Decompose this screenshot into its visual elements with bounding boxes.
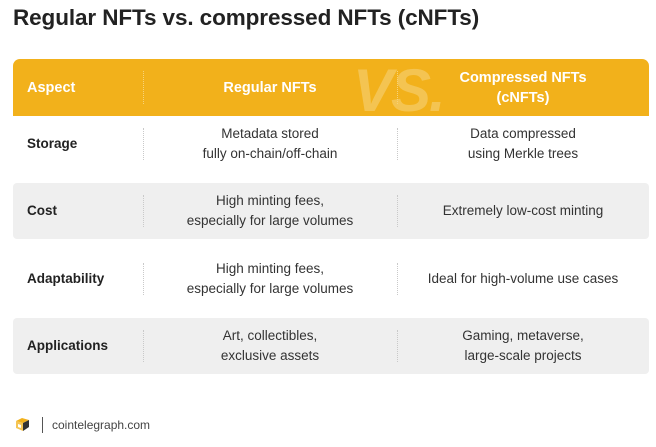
row-regular-value: Metadata stored fully on-chain/off-chain [202,126,338,161]
row-aspect: Storage [27,136,78,151]
column-divider [143,195,144,227]
row-regular-value: High minting fees, especially for large … [186,193,354,228]
header-compressed-nfts: Compressed NFTs (cNFTs) [459,69,587,106]
column-divider [397,330,398,362]
table-header: VS. Aspect Regular NFTs Compressed NFTs … [13,59,649,116]
row-compressed-value: Extremely low-cost minting [442,203,604,218]
cointelegraph-logo-icon [13,415,33,435]
row-aspect: Applications [27,338,109,353]
row-regular-value: Art, collectibles, exclusive assets [220,328,320,363]
column-divider [397,128,398,160]
row-aspect: Adaptability [27,271,105,286]
source-link[interactable]: cointelegraph.com [52,418,151,432]
footer-separator [42,417,43,433]
column-divider [143,330,144,362]
column-divider [397,195,398,227]
row-compressed-value: Gaming, metaverse, large-scale projects [462,328,584,363]
column-divider [397,263,398,295]
table-row-applications: Applications Art, collectibles, exclusiv… [13,318,649,374]
comparison-table: VS. Aspect Regular NFTs Compressed NFTs … [13,59,649,374]
row-aspect: Cost [27,203,57,218]
table-row-storage: Storage Metadata stored fully on-chain/o… [13,116,649,172]
column-divider [143,263,144,295]
column-divider [143,71,144,104]
header-aspect: Aspect [27,79,76,96]
column-divider [397,71,398,104]
page-title: Regular NFTs vs. compressed NFTs (cNFTs) [13,5,480,30]
source-footer: cointelegraph.com [13,415,150,435]
vs-watermark: VS. [353,59,446,116]
row-compressed-value: Ideal for high-volume use cases [427,271,619,286]
table-row-cost: Cost High minting fees, especially for l… [13,183,649,239]
table-row-adaptability: Adaptability High minting fees, especial… [13,251,649,307]
row-compressed-value: Data compressed using Merkle trees [467,126,579,161]
column-divider [143,128,144,160]
header-regular-nfts: Regular NFTs [223,79,317,96]
row-regular-value: High minting fees, especially for large … [186,261,354,296]
